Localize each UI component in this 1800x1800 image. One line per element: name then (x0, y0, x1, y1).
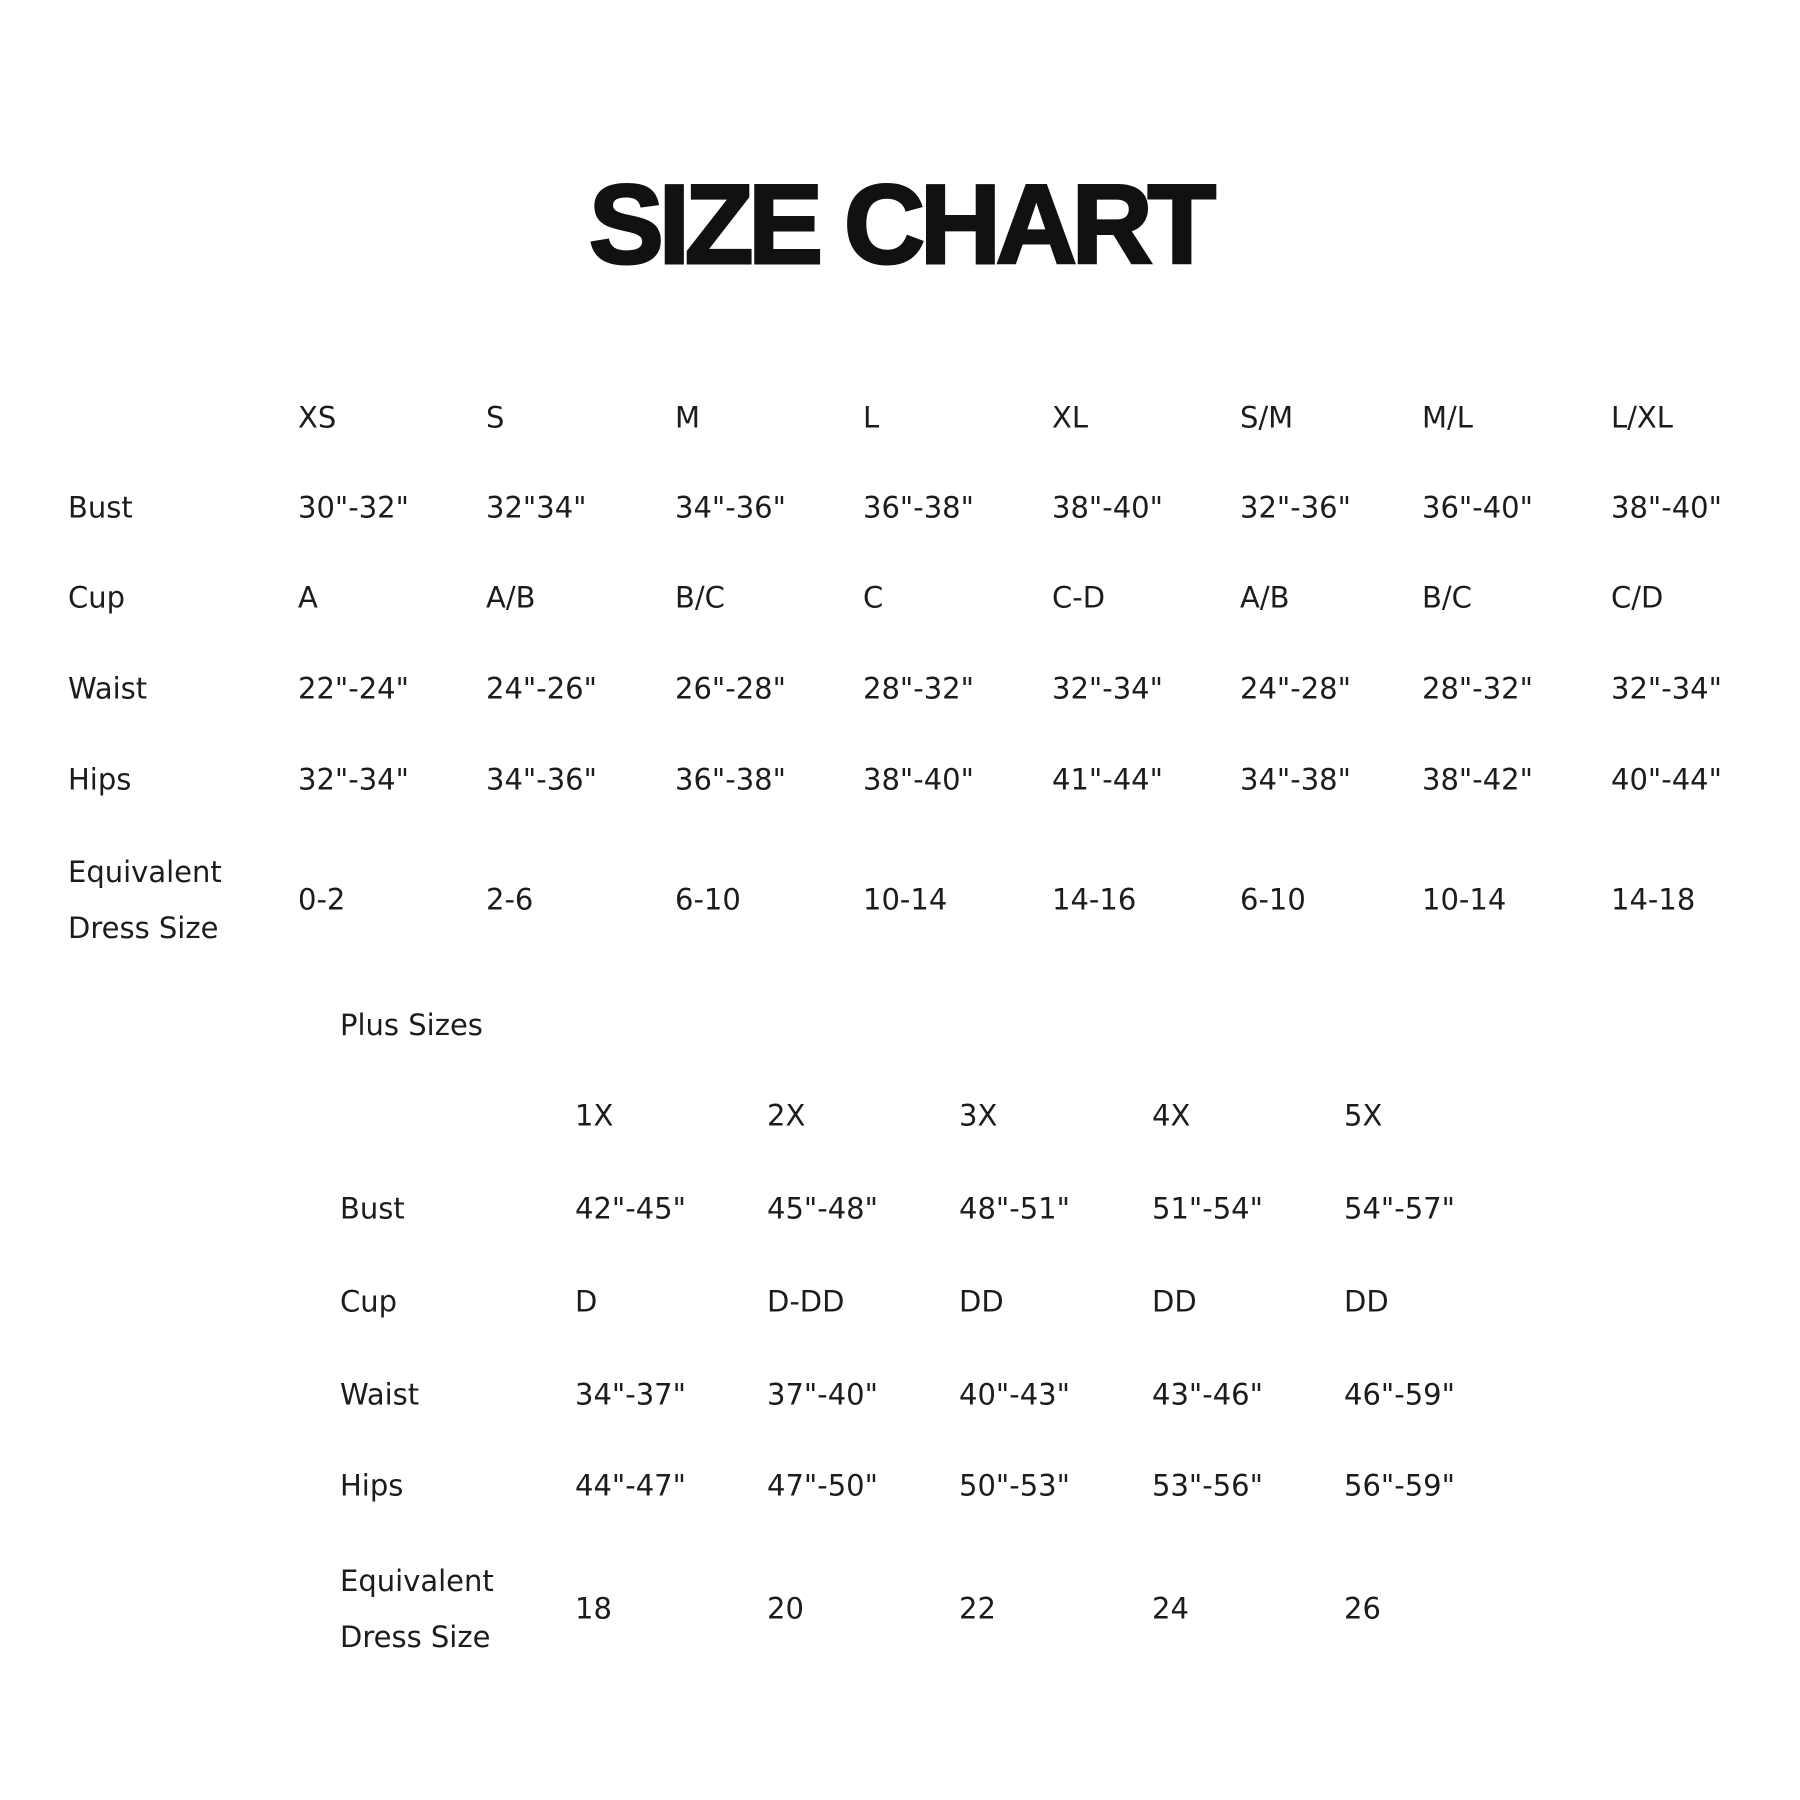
plus-cell: 22 (959, 1591, 996, 1626)
standard-size-header: S (486, 400, 505, 435)
plus-size-header: 4X (1152, 1098, 1191, 1133)
plus-cell: DD (959, 1284, 1004, 1319)
standard-cell: 14-16 (1052, 882, 1137, 917)
standard-cell: 34"-36" (675, 490, 786, 525)
plus-cell: 56"-59" (1344, 1468, 1455, 1503)
plus-cell: 43"-46" (1152, 1377, 1263, 1412)
plus-row-label: Hips (340, 1468, 404, 1503)
standard-cell: 26"-28" (675, 671, 786, 706)
standard-cell: 14-18 (1611, 882, 1696, 917)
standard-size-header: M (675, 400, 701, 435)
standard-cell: 2-6 (486, 882, 534, 917)
standard-cell: 28"-32" (863, 671, 974, 706)
plus-cell: 51"-54" (1152, 1191, 1263, 1226)
plus-row-label: Bust (340, 1191, 405, 1226)
standard-cell: 38"-40" (1611, 490, 1722, 525)
standard-cell: 34"-38" (1240, 762, 1351, 797)
standard-cell: 22"-24" (298, 671, 409, 706)
standard-cell: 38"-42" (1422, 762, 1533, 797)
standard-cell: 24"-26" (486, 671, 597, 706)
standard-row-label: Bust (68, 490, 133, 525)
plus-cell: 20 (767, 1591, 804, 1626)
plus-row-label: Waist (340, 1377, 420, 1412)
plus-cell: 44"-47" (575, 1468, 686, 1503)
standard-row-label: Waist (68, 671, 148, 706)
standard-cell: 32"-36" (1240, 490, 1351, 525)
plus-cell: 47"-50" (767, 1468, 878, 1503)
standard-cell: A (298, 580, 318, 615)
standard-cell: B/C (675, 580, 725, 615)
standard-cell: 36"-38" (675, 762, 786, 797)
plus-size-header: 1X (575, 1098, 614, 1133)
standard-size-header: S/M (1240, 400, 1294, 435)
plus-cell: 37"-40" (767, 1377, 878, 1412)
plus-sizes-heading: Plus Sizes (340, 1008, 483, 1042)
standard-cell: 32"34" (486, 490, 587, 525)
standard-cell: 6-10 (1240, 882, 1306, 917)
standard-cell: A/B (1240, 580, 1290, 615)
plus-row-label: Cup (340, 1284, 398, 1319)
plus-cell: DD (1344, 1284, 1389, 1319)
plus-row-label: Equivalent Dress Size (340, 1564, 494, 1654)
standard-cell: 6-10 (675, 882, 741, 917)
standard-row-label: Hips (68, 762, 132, 797)
standard-cell: 10-14 (863, 882, 948, 917)
plus-cell: D (575, 1284, 598, 1319)
plus-cell: 26 (1344, 1591, 1381, 1626)
standard-cell: 36"-40" (1422, 490, 1533, 525)
plus-size-header: 2X (767, 1098, 806, 1133)
plus-cell: 24 (1152, 1591, 1189, 1626)
standard-cell: 32"-34" (1611, 671, 1722, 706)
plus-size-header: 3X (959, 1098, 998, 1133)
page-title: SIZE CHART (588, 161, 1218, 289)
plus-cell: 48"-51" (959, 1191, 1070, 1226)
standard-row-label: Equivalent Dress Size (68, 855, 222, 945)
standard-cell: 10-14 (1422, 882, 1507, 917)
standard-row-label: Cup (68, 580, 126, 615)
standard-cell: 40"-44" (1611, 762, 1722, 797)
standard-cell: 0-2 (298, 882, 346, 917)
plus-cell: 45"-48" (767, 1191, 878, 1226)
standard-cell: C/D (1611, 580, 1664, 615)
standard-cell: 30"-32" (298, 490, 409, 525)
standard-cell: 41"-44" (1052, 762, 1163, 797)
standard-size-header: L (863, 400, 880, 435)
standard-cell: C-D (1052, 580, 1106, 615)
standard-cell: A/B (486, 580, 536, 615)
plus-cell: 42"-45" (575, 1191, 686, 1226)
plus-cell: 46"-59" (1344, 1377, 1455, 1412)
standard-cell: 38"-40" (863, 762, 974, 797)
standard-cell: 28"-32" (1422, 671, 1533, 706)
plus-cell: 50"-53" (959, 1468, 1070, 1503)
standard-cell: 36"-38" (863, 490, 974, 525)
plus-cell: 53"-56" (1152, 1468, 1263, 1503)
plus-cell: D-DD (767, 1284, 845, 1319)
standard-cell: 32"-34" (1052, 671, 1163, 706)
standard-size-header: XS (298, 400, 337, 435)
plus-cell: DD (1152, 1284, 1197, 1319)
standard-cell: C (863, 580, 884, 615)
standard-cell: B/C (1422, 580, 1472, 615)
plus-cell: 18 (575, 1591, 612, 1626)
standard-cell: 32"-34" (298, 762, 409, 797)
standard-cell: 38"-40" (1052, 490, 1163, 525)
plus-cell: 34"-37" (575, 1377, 686, 1412)
standard-size-header: M/L (1422, 400, 1473, 435)
plus-size-header: 5X (1344, 1098, 1383, 1133)
plus-cell: 40"-43" (959, 1377, 1070, 1412)
plus-cell: 54"-57" (1344, 1191, 1455, 1226)
standard-cell: 24"-28" (1240, 671, 1351, 706)
standard-cell: 34"-36" (486, 762, 597, 797)
standard-size-header: L/XL (1611, 400, 1673, 435)
standard-size-header: XL (1052, 400, 1089, 435)
